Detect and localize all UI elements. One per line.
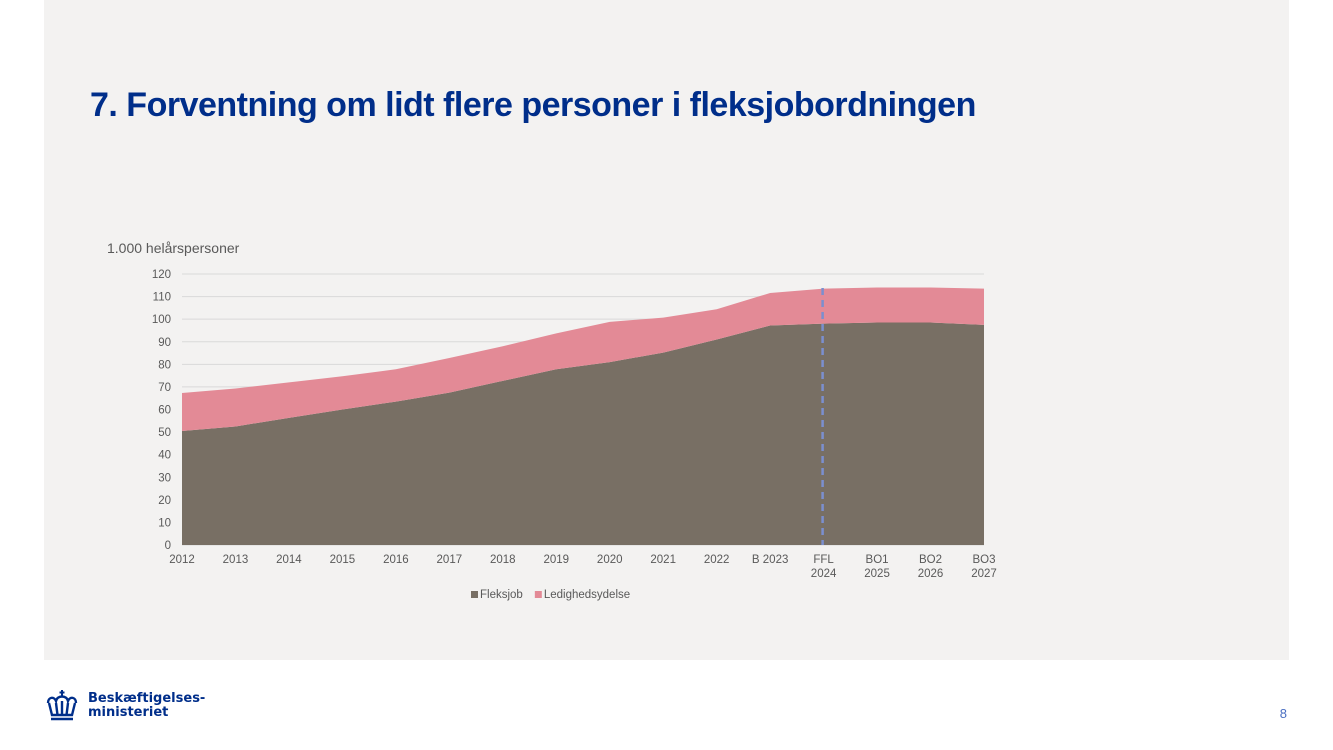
y-tick-label: 120 <box>152 269 171 281</box>
y-tick-label: 10 <box>158 517 171 529</box>
x-tick-label: BO1 2025 <box>864 554 890 580</box>
legend-label: Fleksjob <box>480 589 523 601</box>
y-tick-label: 110 <box>153 292 171 304</box>
y-tick-label: 0 <box>165 540 171 552</box>
area-fleksjob <box>182 322 984 545</box>
crown-icon <box>46 690 78 721</box>
logo-line-1: Beskæftigelses- <box>88 691 206 706</box>
area-ledighedsydelse <box>182 287 984 431</box>
y-tick-label: 20 <box>158 495 171 507</box>
legend: Fleksjob Ledighedsydelse <box>471 589 630 601</box>
y-tick-label: 80 <box>158 359 171 371</box>
y-tick-label: 100 <box>152 314 171 326</box>
x-tick-label: 2014 <box>276 554 302 566</box>
x-tick-label: 2013 <box>223 554 249 566</box>
x-axis-ticks: 2012 2013 2014 2015 2016 2017 2018 2019 2020 2021… <box>169 554 997 580</box>
area-series <box>182 287 984 545</box>
page-number: 8 <box>1279 706 1287 721</box>
x-tick-label: 2015 <box>330 554 356 566</box>
x-tick-label: BO3 2027 <box>971 554 997 580</box>
x-tick-label: 2012 <box>169 554 195 566</box>
logo-line-2: ministeriet <box>88 705 169 720</box>
x-tick-label: 2020 <box>597 554 623 566</box>
x-tick-label: 2017 <box>437 554 463 566</box>
y-tick-label: 50 <box>158 427 171 439</box>
legend-swatch <box>471 591 478 598</box>
x-tick-label: 2019 <box>543 554 569 566</box>
y-tick-label: 90 <box>158 337 171 349</box>
y-tick-label: 30 <box>158 472 171 484</box>
x-tick-label: BO2 2026 <box>918 554 944 580</box>
x-tick-label: 2021 <box>650 554 676 566</box>
legend-label: Ledighedsydelse <box>544 589 630 601</box>
y-tick-label: 60 <box>158 405 171 417</box>
ministry-logo: Beskæftigelses- ministeriet <box>44 686 205 726</box>
y-axis-unit-label: 1.000 helårspersoner <box>107 240 240 256</box>
x-tick-label: 2016 <box>383 554 409 566</box>
y-tick-label: 70 <box>158 382 171 394</box>
slide-title: 7. Forventning om lidt flere personer i … <box>90 86 976 124</box>
x-tick-label: B 2023 <box>752 554 788 566</box>
y-axis-ticks: 0 10 20 30 40 50 60 70 80 90 100 110 120 <box>152 269 171 552</box>
x-tick-label: FFL 2024 <box>811 554 837 580</box>
x-tick-label: 2022 <box>704 554 730 566</box>
legend-swatch <box>534 591 542 598</box>
x-tick-label: 2018 <box>490 554 516 566</box>
y-tick-label: 40 <box>158 450 171 462</box>
